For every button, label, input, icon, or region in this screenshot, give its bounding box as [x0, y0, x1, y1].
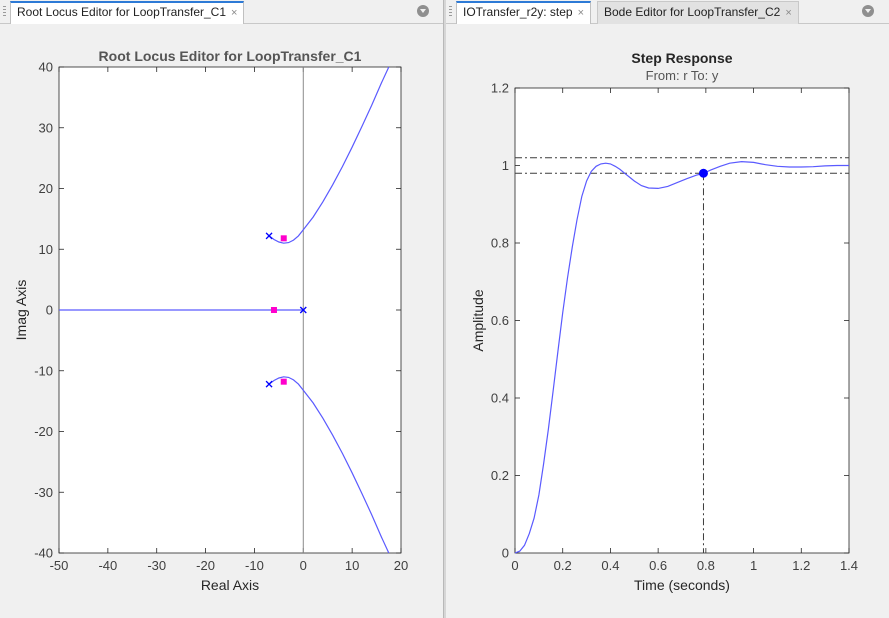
tab-root-locus-editor[interactable]: Root Locus Editor for LoopTransfer_C1 ×	[10, 1, 245, 24]
drag-handle-icon[interactable]	[3, 6, 6, 18]
x-tick-label: 20	[394, 558, 408, 573]
pole-x-stroke	[265, 232, 273, 240]
chart-title: Root Locus Editor for LoopTransfer_C1	[99, 48, 362, 64]
close-icon[interactable]: ×	[231, 7, 238, 19]
open-loop-pole-marker	[265, 380, 273, 388]
open-loop-pole-marker	[299, 306, 307, 314]
closed-loop-pole-marker	[270, 307, 277, 313]
x-tick-label: -50	[50, 558, 69, 573]
x-tick-label: 0	[511, 558, 518, 573]
x-axis-label: Time (seconds)	[634, 577, 730, 593]
step-response-plot[interactable]: 0 0.2 0.4 0.6 0.8 1 1.2 1.4 0 0.2 0.4 0.6 0.8 1 1.2 Tim…	[446, 24, 889, 618]
y-tick-label: 40	[39, 60, 53, 75]
panel-splitter[interactable]	[443, 0, 446, 618]
y-tick-label: 0.8	[491, 236, 509, 251]
locus-branch	[268, 376, 390, 554]
x-tick-label: 1	[750, 558, 757, 573]
y-tick-label: -30	[34, 485, 53, 500]
y-axis-label: Imag Axis	[13, 280, 29, 341]
x-tick-label: 0.2	[554, 558, 572, 573]
root-locus-panel: Root Locus Editor for LoopTransfer_C1 × -…	[0, 0, 443, 618]
locus-branch	[268, 66, 390, 244]
y-tick-label: -20	[34, 424, 53, 439]
y-tick-label: -40	[34, 546, 53, 561]
x-tick-label: -40	[98, 558, 117, 573]
x-tick-label: -20	[196, 558, 215, 573]
y-tick-label: 20	[39, 181, 53, 196]
x-tick-label: 1.4	[840, 558, 858, 573]
root-locus-plot[interactable]: -50 -40 -30 -20 -10 0 10 20-40-30-20-1001020304…	[0, 24, 443, 618]
pole-x-stroke	[265, 380, 273, 388]
plot-area	[514, 87, 850, 554]
y-tick-label: 1.2	[491, 81, 509, 96]
y-tick-label: 10	[39, 242, 53, 257]
tab-label: Bode Editor for LoopTransfer_C2	[604, 5, 781, 19]
tab-bode-editor[interactable]: Bode Editor for LoopTransfer_C2 ×	[597, 1, 799, 24]
chart-subtitle: From: r To: y	[646, 68, 719, 83]
y-tick-label: 0	[502, 546, 509, 561]
close-icon[interactable]: ×	[785, 7, 792, 19]
y-axis-label: Amplitude	[470, 289, 486, 351]
closed-loop-pole-marker	[280, 378, 287, 385]
tab-label: IOTransfer_r2y: step	[463, 5, 573, 19]
x-tick-label: 1.2	[792, 558, 810, 573]
x-tick-label: -30	[147, 558, 166, 573]
settling-time-marker	[698, 168, 708, 178]
y-tick-label: 0.2	[491, 468, 509, 483]
step-response-curve	[514, 160, 849, 554]
tab-label: Root Locus Editor for LoopTransfer_C1	[17, 5, 226, 19]
x-tick-label: -10	[245, 558, 264, 573]
x-tick-label: 10	[345, 558, 359, 573]
y-tick-label: 1	[502, 158, 509, 173]
open-loop-pole-marker	[265, 232, 273, 240]
tab-iotransfer-step[interactable]: IOTransfer_r2y: step ×	[456, 1, 592, 24]
y-tick-label: 0.6	[491, 313, 509, 328]
closed-loop-pole-marker	[280, 235, 287, 242]
x-tick-label: 0.8	[697, 558, 715, 573]
close-icon[interactable]: ×	[577, 7, 585, 19]
y-tick-label: 0	[46, 303, 53, 318]
x-axis-label: Real Axis	[201, 577, 259, 593]
y-tick-label: 30	[39, 120, 53, 135]
step-response-panel: IOTransfer_r2y: step × Bode Editor for Lo…	[446, 0, 889, 618]
right-tab-bar: IOTransfer_r2y: step × Bode Editor for Lo…	[446, 0, 889, 24]
y-tick-label: -10	[34, 363, 53, 378]
y-tick-label: 0.4	[491, 391, 509, 406]
pole-x-stroke	[299, 306, 307, 314]
left-tab-bar: Root Locus Editor for LoopTransfer_C1 ×	[0, 0, 443, 24]
panel-menu-icon[interactable]	[862, 5, 874, 17]
panel-menu-icon[interactable]	[417, 5, 429, 17]
x-tick-label: 0	[300, 558, 307, 573]
x-tick-label: 0.4	[601, 558, 619, 573]
chart-title: Step Response	[631, 50, 732, 66]
x-tick-label: 0.6	[649, 558, 667, 573]
drag-handle-icon[interactable]	[449, 6, 452, 18]
